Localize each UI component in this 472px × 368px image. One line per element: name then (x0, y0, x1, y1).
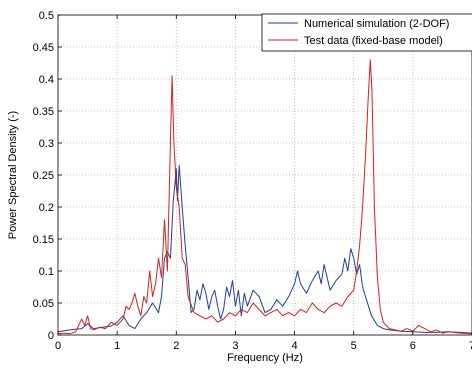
y-tick-label: 0.1 (39, 266, 54, 278)
legend: Numerical simulation (2-DOF) Test data (… (261, 13, 472, 52)
y-axis-title: Power Spectral Density (-) (7, 111, 19, 239)
y-tick-label: 0.15 (33, 234, 54, 246)
grid (57, 14, 472, 336)
legend-label-test: Test data (fixed-base model) (304, 35, 443, 47)
y-tick-label: 0.4 (39, 74, 54, 86)
series-line-test-data (57, 59, 472, 335)
x-tick-label: 7 (469, 340, 472, 352)
y-tick-label: 0.2 (39, 202, 54, 214)
x-tick-label: 4 (292, 340, 298, 352)
x-tick-label: 1 (114, 340, 120, 352)
legend-box (261, 13, 472, 52)
x-tick-label: 5 (351, 340, 357, 352)
x-tick-label: 3 (232, 340, 238, 352)
x-tick-label: 6 (410, 340, 416, 352)
x-axis-title: Frequency (Hz) (227, 352, 303, 364)
legend-label-numerical: Numerical simulation (2-DOF) (304, 18, 449, 30)
y-tick-label: 0.45 (33, 42, 54, 54)
series-line-numerical-simulation (57, 164, 472, 334)
axis-ticks: 0 1 2 3 4 5 6 7 0 0.05 0.1 0.15 0.2 0.25 0.3 0.35 0.4 0.4… (33, 10, 472, 352)
y-tick-label: 0.35 (33, 106, 54, 118)
y-tick-label: 0.3 (39, 138, 54, 150)
y-tick-label: 0.05 (33, 298, 54, 310)
series-lines (57, 59, 472, 335)
y-tick-label: 0.25 (33, 170, 54, 182)
x-tick-label: 2 (173, 340, 179, 352)
y-tick-label: 0.5 (39, 10, 54, 22)
x-tick-label: 0 (55, 340, 61, 352)
y-tick-label: 0 (48, 330, 54, 342)
